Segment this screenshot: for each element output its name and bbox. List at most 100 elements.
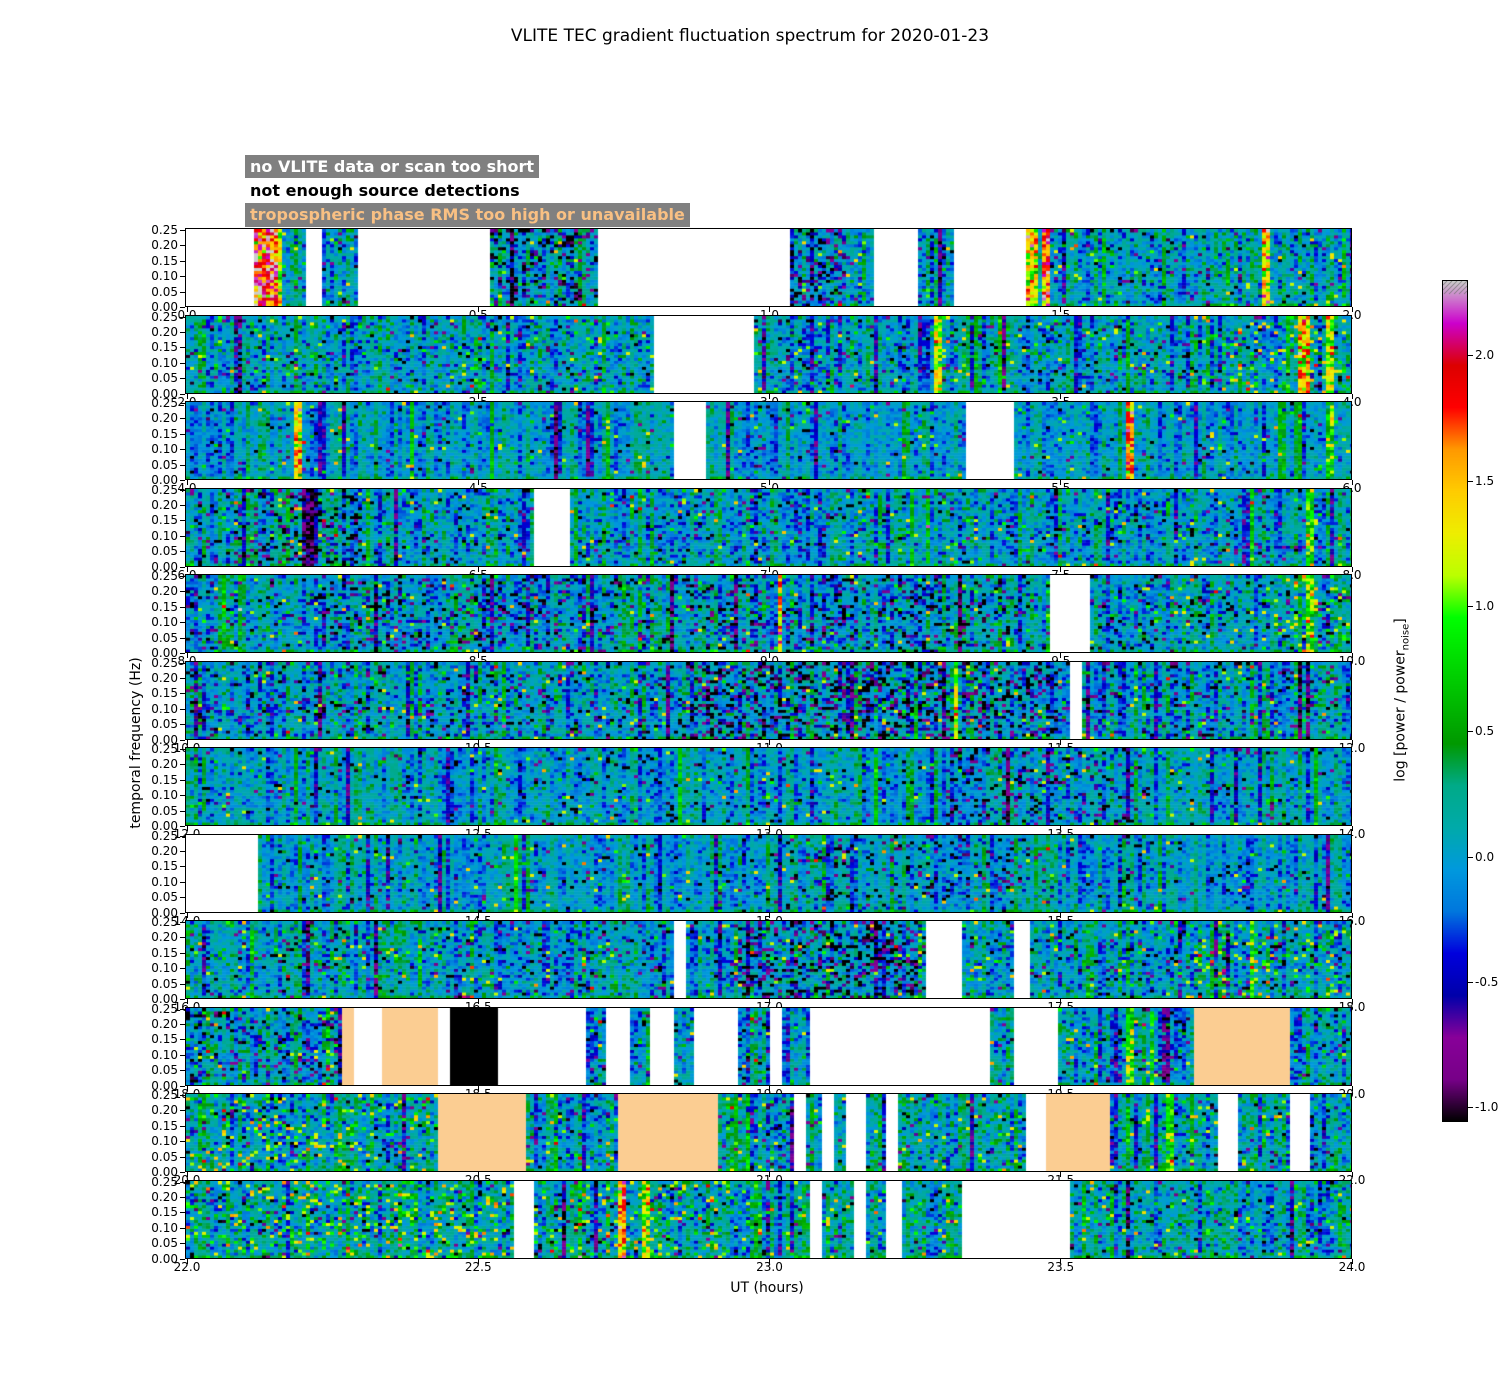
y-tick-label: 0.15 <box>151 772 178 787</box>
x-tick-mark <box>1060 1085 1062 1091</box>
x-tick-mark <box>477 826 479 831</box>
y-tick-mark <box>180 449 185 451</box>
y-tick-label: 0.25 <box>151 309 178 324</box>
y-tick-label: 0.05 <box>151 284 178 299</box>
x-tick-mark <box>1351 566 1353 572</box>
x-tick-mark <box>769 653 770 658</box>
spectrogram-panel-canvas <box>186 488 1351 566</box>
y-tick-label: 0.05 <box>151 544 178 559</box>
spectrogram-panel-canvas <box>186 834 1351 912</box>
x-tick-mark <box>186 1172 188 1177</box>
y-tick-label: 0.20 <box>151 497 178 512</box>
y-tick-mark <box>180 1258 185 1260</box>
x-tick-mark <box>186 826 188 831</box>
x-tick-mark <box>769 307 770 312</box>
y-tick-mark <box>180 230 185 231</box>
y-tick-mark <box>180 591 185 593</box>
y-tick-label: 0.25 <box>151 1001 178 1016</box>
x-tick-mark <box>186 1085 188 1091</box>
y-tick-mark <box>180 403 185 404</box>
y-tick-mark <box>180 677 185 679</box>
x-tick-mark <box>1060 1258 1062 1264</box>
y-tick-label: 0.05 <box>151 457 178 472</box>
colorbar-tick-mark <box>1468 480 1473 482</box>
y-tick-mark <box>180 276 185 278</box>
y-tick-label: 0.25 <box>151 742 178 756</box>
colorbar-tick-label: 2.0 <box>1475 348 1495 363</box>
y-tick-mark <box>180 1243 185 1245</box>
colorbar-tick-label: 1.0 <box>1475 598 1495 613</box>
x-tick-label: 23.5 <box>1047 1259 1075 1274</box>
x-tick-mark <box>769 739 770 745</box>
y-tick-mark <box>180 739 185 741</box>
legend: no VLITE data or scan too short not enou… <box>245 155 690 228</box>
y-tick-label: 0.10 <box>151 961 178 976</box>
x-tick-mark <box>769 826 770 831</box>
y-tick-label: 0.25 <box>151 482 178 497</box>
y-tick-label: 0.10 <box>151 442 178 457</box>
y-tick-label: 0.10 <box>151 1047 178 1062</box>
x-tick-mark <box>477 999 479 1004</box>
x-tick-mark <box>769 1172 770 1177</box>
spectrogram-panel-canvas <box>186 402 1351 479</box>
y-tick-mark <box>180 1070 185 1072</box>
y-tick-mark <box>180 1196 185 1198</box>
colorbar-tick-label: -0.5 <box>1475 975 1499 990</box>
y-tick-label: 0.25 <box>151 569 178 583</box>
y-tick-mark <box>180 566 185 568</box>
y-tick-mark <box>180 576 185 577</box>
spectrogram-panel: 0.250.200.150.100.050.0016.016.517.017.5… <box>151 915 1365 1014</box>
y-tick-label: 0.20 <box>151 930 178 945</box>
y-tick-mark <box>180 779 185 781</box>
y-tick-label: 0.05 <box>151 371 178 386</box>
y-tick-mark <box>180 952 185 954</box>
x-tick-mark <box>1351 1172 1353 1177</box>
y-tick-mark <box>180 606 185 608</box>
x-tick-mark <box>1351 912 1353 918</box>
x-tick-mark <box>186 999 188 1004</box>
y-tick-mark <box>180 968 185 970</box>
y-tick-mark <box>180 1054 185 1056</box>
y-tick-mark <box>180 1039 185 1041</box>
y-tick-mark <box>180 937 185 939</box>
x-tick-mark <box>1060 739 1062 745</box>
y-tick-mark <box>180 418 185 420</box>
x-tick-mark <box>769 1258 770 1264</box>
y-tick-mark <box>180 897 185 899</box>
y-tick-mark <box>180 764 185 766</box>
x-tick-mark <box>769 1085 770 1091</box>
y-tick-mark <box>180 362 185 364</box>
y-tick-label: 0.15 <box>151 253 178 268</box>
spectrogram-panel: 0.250.200.150.100.050.0020.020.521.021.5… <box>151 1088 1365 1187</box>
y-tick-label: 0.05 <box>151 976 178 991</box>
colorbar-tick-label: 0.0 <box>1475 849 1495 864</box>
colorbar-tick-label: 0.5 <box>1475 724 1495 739</box>
colorbar-tick-label: 1.5 <box>1475 473 1495 488</box>
x-tick-label: 24.0 <box>1338 1259 1366 1274</box>
spectrogram-panel: 0.250.200.150.100.050.000.00.51.01.52.0 <box>151 223 1361 322</box>
x-tick-mark <box>1351 826 1353 831</box>
y-tick-label: 0.10 <box>151 788 178 803</box>
y-tick-mark <box>180 653 185 654</box>
colorbar-tick-mark <box>1468 1107 1473 1109</box>
y-tick-label: 0.05 <box>151 1149 178 1164</box>
x-tick-mark <box>1351 999 1353 1004</box>
x-tick-mark <box>1060 1172 1062 1177</box>
x-tick-mark <box>186 566 188 572</box>
y-tick-label: 0.10 <box>151 615 178 630</box>
y-tick-label: 0.20 <box>151 324 178 339</box>
x-tick-mark <box>1351 307 1353 312</box>
y-tick-mark <box>180 999 185 1000</box>
spectrogram-panel: 0.250.200.150.100.050.0014.014.515.015.5… <box>151 829 1365 928</box>
colorbar-label-subscript: noise <box>1400 623 1412 651</box>
x-tick-mark <box>1351 653 1353 658</box>
x-tick-mark <box>477 1172 479 1177</box>
x-tick-mark <box>186 653 188 658</box>
x-axis-label: UT (hours) <box>730 1280 804 1296</box>
spectrogram-panel: 0.250.200.150.100.050.006.06.57.07.58.0 <box>151 483 1361 582</box>
y-tick-mark <box>180 1095 185 1096</box>
y-tick-label: 0.10 <box>151 701 178 716</box>
x-tick-mark <box>477 393 479 399</box>
x-tick-mark <box>1060 912 1062 918</box>
y-tick-mark <box>180 1008 185 1010</box>
